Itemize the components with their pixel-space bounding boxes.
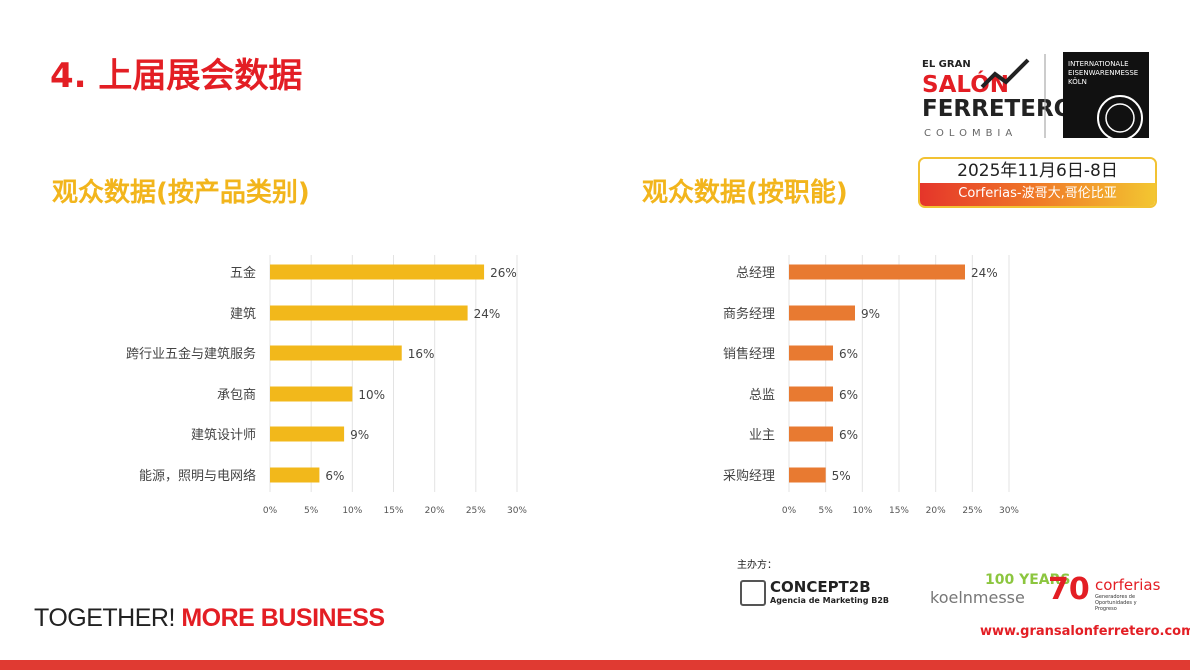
data-label: 10% bbox=[358, 388, 385, 402]
bar bbox=[270, 386, 353, 402]
category-label: 总经理 bbox=[736, 266, 775, 281]
x-tick-label: 20% bbox=[425, 506, 445, 516]
data-label: 26% bbox=[490, 266, 517, 280]
svg-text:INTERNATIONALE: INTERNATIONALE bbox=[1068, 60, 1129, 68]
corferias-70-icon: 70 bbox=[1048, 572, 1090, 607]
category-label: 销售经理 bbox=[723, 346, 775, 362]
bar bbox=[789, 305, 855, 321]
category-label: 业主 bbox=[749, 428, 775, 443]
svg-text:KÖLN: KÖLN bbox=[1068, 77, 1087, 86]
slogan-part1: TOGETHER! bbox=[34, 604, 182, 632]
x-tick-label: 20% bbox=[926, 506, 946, 516]
category-label: 五金 bbox=[230, 265, 256, 281]
svg-text:FERRETERO: FERRETERO bbox=[922, 96, 1073, 122]
sponsor-koelnmesse: koelnmesse bbox=[930, 588, 1025, 607]
data-label: 6% bbox=[839, 388, 858, 402]
data-label: 5% bbox=[832, 469, 851, 483]
organizer-label: 主办方： bbox=[737, 560, 777, 571]
x-tick-label: 10% bbox=[852, 506, 872, 516]
category-label: 建筑 bbox=[230, 306, 256, 322]
sponsor-name: corferias bbox=[1095, 576, 1161, 594]
page-title: 4. 上届展会数据 bbox=[50, 56, 303, 96]
data-label: 9% bbox=[861, 307, 880, 321]
bar bbox=[789, 345, 833, 361]
bar bbox=[789, 264, 965, 280]
category-label: 采购经理 bbox=[723, 468, 775, 484]
bar-charts: 0% 5% 10% 15% 20% 25% 30% 五金 26% 建筑 24% 跨行业五金与建筑服务 1… bbox=[126, 255, 1019, 516]
bar bbox=[270, 467, 320, 483]
data-label: 24% bbox=[971, 266, 998, 280]
bar bbox=[789, 467, 826, 483]
category-label: 跨行业五金与建筑服务 bbox=[126, 346, 256, 362]
bar bbox=[270, 345, 402, 361]
data-label: 9% bbox=[350, 428, 369, 442]
sponsor-koelnmesse-badge: 100 YEARS bbox=[985, 572, 1071, 588]
x-tick-label: 25% bbox=[466, 506, 486, 516]
data-label: 24% bbox=[474, 307, 501, 321]
bottom-bar bbox=[0, 660, 1190, 670]
svg-text:EISENWARENMESSE: EISENWARENMESSE bbox=[1068, 69, 1138, 77]
sponsor-concept2b: CONCEPT2B Agencia de Marketing B2B bbox=[770, 578, 889, 605]
x-tick-label: 15% bbox=[383, 506, 403, 516]
data-label: 6% bbox=[839, 347, 858, 361]
sponsor-sub: Agencia de Marketing B2B bbox=[770, 596, 890, 605]
x-tick-label: 5% bbox=[304, 506, 319, 516]
svg-text:EL GRAN: EL GRAN bbox=[922, 59, 971, 70]
data-label: 6% bbox=[325, 469, 344, 483]
category-label: 能源，照明与电网络 bbox=[139, 468, 256, 484]
svg-text:COLOMBIA: COLOMBIA bbox=[924, 128, 1017, 139]
concept2b-logo-icon bbox=[740, 580, 766, 606]
category-label: 总监 bbox=[749, 388, 775, 403]
x-tick-label: 10% bbox=[342, 506, 362, 516]
sponsor-corferias: corferias Generadores de Oportunidades y … bbox=[1095, 576, 1160, 612]
event-venue: Corferias-波哥大,哥伦比亚 bbox=[920, 183, 1155, 206]
category-label: 商务经理 bbox=[723, 306, 775, 322]
event-info-box: 2025年11月6日-8日 Corferias-波哥大,哥伦比亚 bbox=[918, 157, 1157, 208]
bar bbox=[789, 426, 833, 442]
chart-title-left: 观众数据(按产品类别) bbox=[52, 178, 310, 208]
x-tick-label: 25% bbox=[962, 506, 982, 516]
category-label: 承包商 bbox=[217, 388, 256, 403]
website-link[interactable]: www.gransalonferretero.com bbox=[980, 624, 1190, 639]
slogan-part2: MORE BUSINESS bbox=[181, 604, 385, 632]
sponsor-name: CONCEPT2B bbox=[770, 578, 871, 596]
sponsor-sub: Generadores de Oportunidades y Progreso bbox=[1095, 594, 1137, 612]
bar bbox=[270, 264, 485, 280]
bar bbox=[270, 305, 468, 321]
data-label: 16% bbox=[408, 347, 435, 361]
slogan: TOGETHER! MORE BUSINESS bbox=[34, 604, 385, 633]
category-label: 建筑设计师 bbox=[191, 427, 256, 443]
sponsor-name: koelnmesse bbox=[930, 588, 1025, 607]
x-tick-label: 5% bbox=[819, 506, 834, 516]
x-tick-label: 30% bbox=[999, 506, 1019, 516]
event-date: 2025年11月6日-8日 bbox=[920, 159, 1155, 183]
bar bbox=[270, 426, 345, 442]
event-logo: EL GRAN SALÓN FERRETERO COLOMBIA INTERNA… bbox=[922, 52, 1149, 140]
data-label: 6% bbox=[839, 428, 858, 442]
x-tick-label: 15% bbox=[889, 506, 909, 516]
x-tick-label: 0% bbox=[782, 506, 797, 516]
x-tick-label: 0% bbox=[263, 506, 278, 516]
bar bbox=[789, 386, 833, 402]
x-tick-label: 30% bbox=[507, 506, 527, 516]
chart-title-right: 观众数据(按职能) bbox=[642, 178, 848, 208]
